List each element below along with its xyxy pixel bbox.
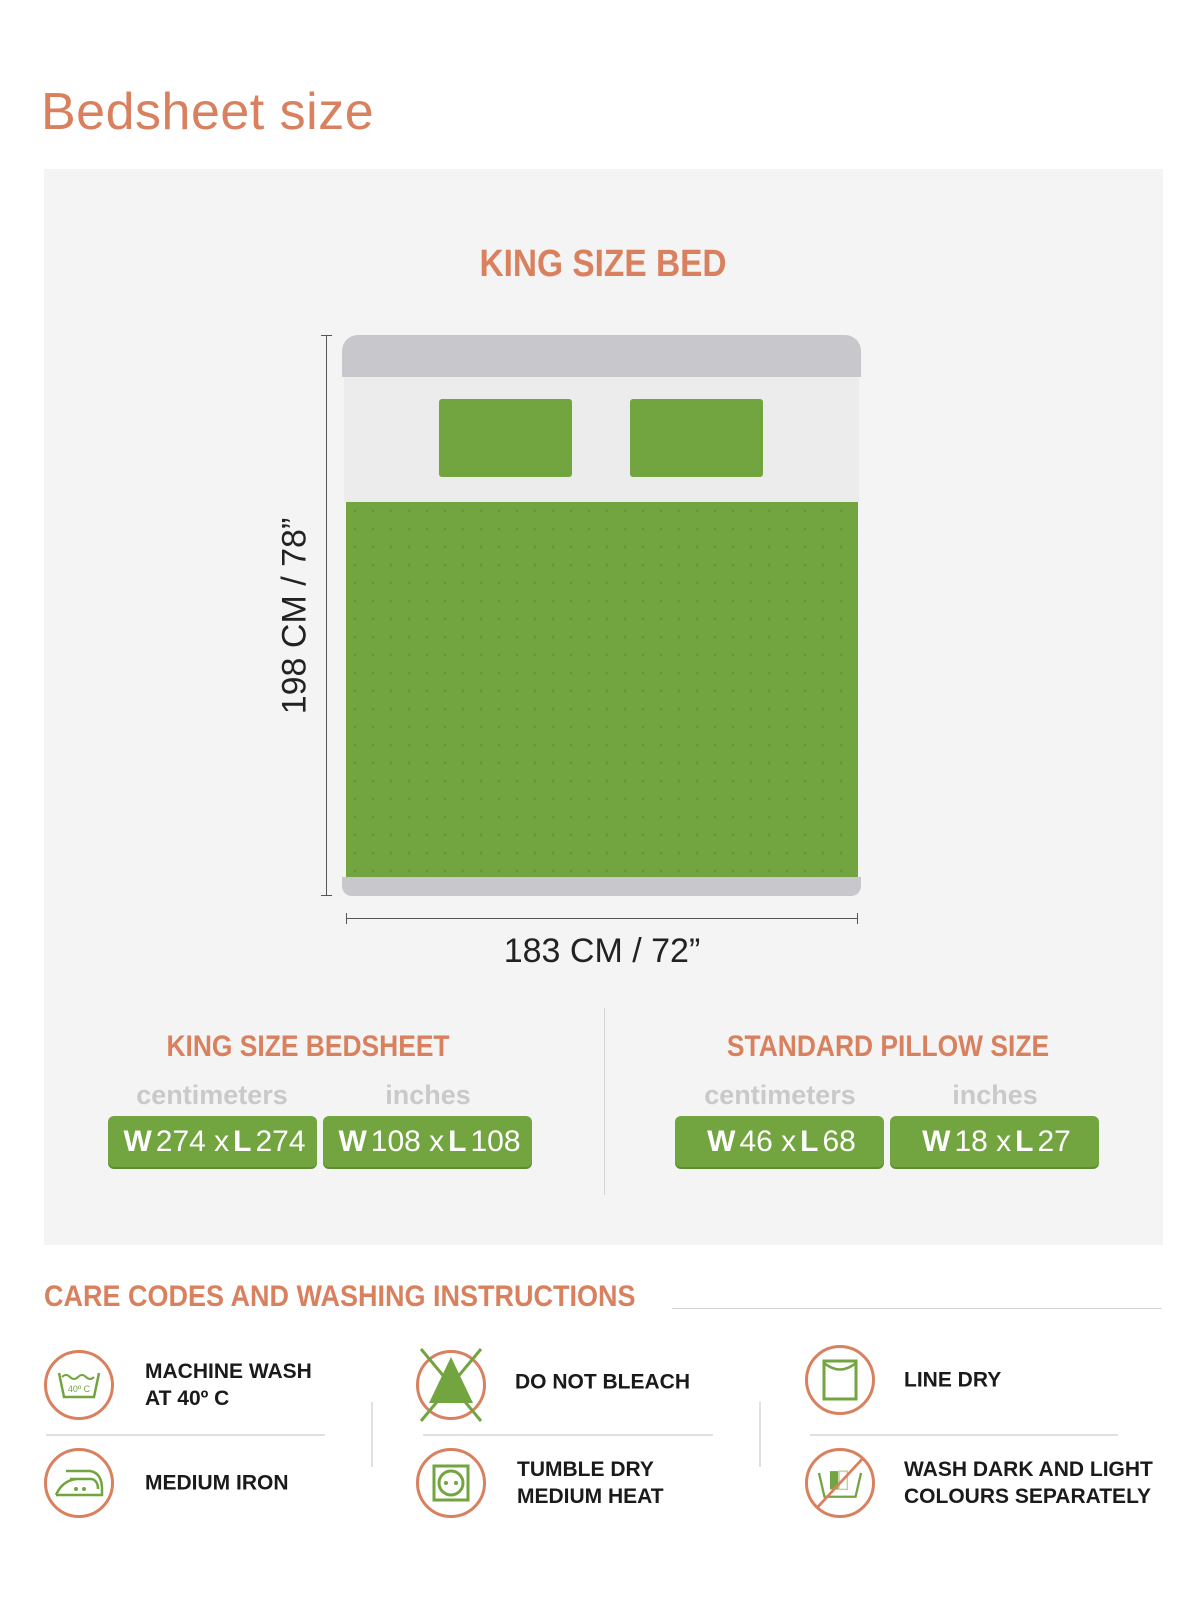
width-value: 274 [155, 1124, 206, 1158]
width-value: 46 [739, 1124, 773, 1158]
care-title-rule [672, 1308, 1162, 1309]
height-label: 198 CM / 78” [275, 517, 314, 715]
line-dry-icon [805, 1345, 875, 1415]
w-label: W [338, 1124, 367, 1158]
bedsheet [346, 502, 858, 877]
bed-headboard [342, 335, 861, 377]
width-dimension-line [346, 918, 858, 919]
bed-title: KING SIZE BED [479, 243, 727, 285]
care-machine-wash: MACHINE WASH AT 40º C [145, 1358, 312, 1412]
l-label: L [448, 1124, 467, 1158]
machine-wash-40-icon: 40º C [44, 1350, 114, 1420]
care-medium-iron: MEDIUM IRON [145, 1470, 289, 1497]
wash-temp: 40º C [68, 1384, 91, 1394]
pillow-size-in: W 18 x L 27 [890, 1116, 1099, 1167]
times: x [996, 1124, 1012, 1158]
l-label: L [233, 1124, 252, 1158]
care-line1: TUMBLE DRY [517, 1458, 654, 1481]
do-not-bleach-icon [416, 1348, 486, 1422]
width-dimension-cap [857, 913, 858, 924]
bedsheet-unit-in: inches [385, 1080, 471, 1110]
care-title: CARE CODES AND WASHING INSTRUCTIONS [44, 1280, 636, 1313]
pillow-size-cm: W 46 x L 68 [675, 1116, 884, 1167]
column-separator [371, 1402, 373, 1467]
pillow-left [439, 399, 572, 477]
height-dimension-cap [321, 895, 332, 896]
length-value: 274 [255, 1124, 306, 1158]
care-line2: COLOURS SEPARATELY [904, 1485, 1151, 1508]
length-value: 68 [822, 1124, 856, 1158]
care-line2: MEDIUM HEAT [517, 1485, 664, 1508]
l-label: L [1015, 1124, 1034, 1158]
care-line1: LINE DRY [904, 1368, 1002, 1392]
care-line1: DO NOT BLEACH [515, 1370, 690, 1394]
bed-mattress [344, 377, 859, 502]
length-value: 27 [1037, 1124, 1071, 1158]
medium-iron-icon [44, 1448, 114, 1518]
length-value: 108 [470, 1124, 521, 1158]
times: x [214, 1124, 230, 1158]
bedsheet-title: KING SIZE BEDSHEET [166, 1030, 450, 1063]
pillow-title: STANDARD PILLOW SIZE [726, 1030, 1050, 1063]
width-dimension-cap [346, 913, 347, 924]
pillow-right [630, 399, 763, 477]
times: x [781, 1124, 797, 1158]
pillow-unit-in: inches [952, 1080, 1038, 1110]
care-line2: AT 40º C [145, 1387, 230, 1410]
care-do-not-bleach: DO NOT BLEACH [515, 1369, 690, 1396]
height-dimension-line [326, 335, 327, 896]
care-line1: MEDIUM IRON [145, 1471, 289, 1495]
w-label: W [707, 1124, 736, 1158]
row-separator [810, 1434, 1118, 1436]
care-line-dry: LINE DRY [904, 1367, 1001, 1394]
tumble-dry-medium-icon [416, 1448, 486, 1518]
care-line1: MACHINE WASH [145, 1360, 312, 1383]
bedsheet-unit-cm: centimeters [136, 1080, 288, 1110]
l-label: L [800, 1124, 819, 1158]
care-wash-separately: WASH DARK AND LIGHT COLOURS SEPARATELY [904, 1456, 1153, 1510]
bed-footboard [342, 877, 861, 896]
column-separator [759, 1402, 761, 1467]
row-separator [46, 1434, 325, 1436]
bedsheet-size-in: W 108 x L 108 [323, 1116, 532, 1167]
pillow-unit-cm: centimeters [704, 1080, 856, 1110]
section-divider [604, 1008, 605, 1195]
width-value: 18 [954, 1124, 988, 1158]
w-label: W [922, 1124, 951, 1158]
wash-separately-icon [805, 1448, 875, 1518]
care-line1: WASH DARK AND LIGHT [904, 1458, 1153, 1481]
row-separator [423, 1434, 713, 1436]
height-dimension-cap [321, 335, 332, 336]
bedsheet-size-cm: W 274 x L 274 [108, 1116, 317, 1167]
width-value: 108 [370, 1124, 421, 1158]
times: x [429, 1124, 445, 1158]
width-label: 183 CM / 72” [503, 932, 701, 970]
w-label: W [123, 1124, 152, 1158]
care-tumble-dry: TUMBLE DRY MEDIUM HEAT [517, 1456, 664, 1510]
page-title: Bedsheet size [41, 83, 375, 141]
